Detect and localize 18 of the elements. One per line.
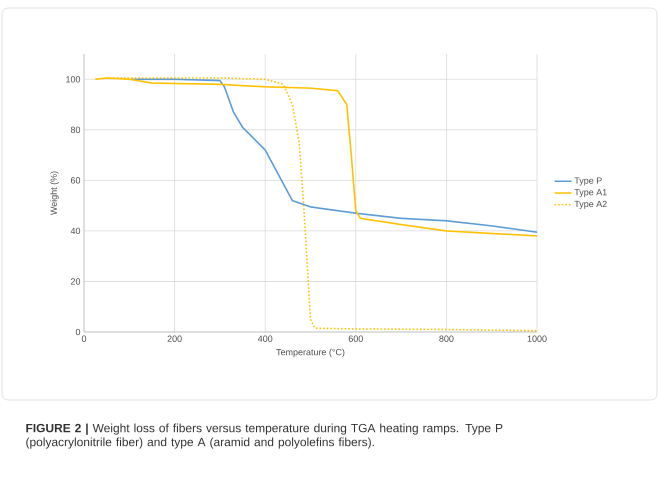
y-tick-label: 0: [76, 328, 80, 336]
y-tick-label: 60: [70, 177, 80, 184]
legend-label: Type A1: [574, 189, 607, 198]
x-tick-label: 600: [348, 336, 363, 342]
text: FIGURE 2 | Weight loss of fibers versus temperature during TGA heating ramps. Type P (polyacrylonitrile fiber) and type A (aramid and polyolefins fibers).: [26, 424, 502, 449]
x-tick-label: 1000: [528, 336, 547, 342]
x-axis-title: Temperature (°C): [276, 348, 344, 358]
x-tick-label: 400: [258, 336, 272, 342]
y-tick-label: 40: [70, 228, 80, 234]
y-axis-title: Weight (%): [50, 171, 59, 216]
legend-label: Type A2: [574, 200, 607, 209]
y-tick-label: 20: [70, 278, 80, 285]
x-tick-label: 200: [168, 336, 182, 342]
legend-label: Type P: [574, 177, 602, 186]
y-tick-label: 80: [70, 126, 80, 133]
x-tick-label: 800: [439, 336, 454, 342]
y-tick-label: 100: [66, 76, 80, 82]
x-tick-label: 0: [82, 336, 86, 342]
